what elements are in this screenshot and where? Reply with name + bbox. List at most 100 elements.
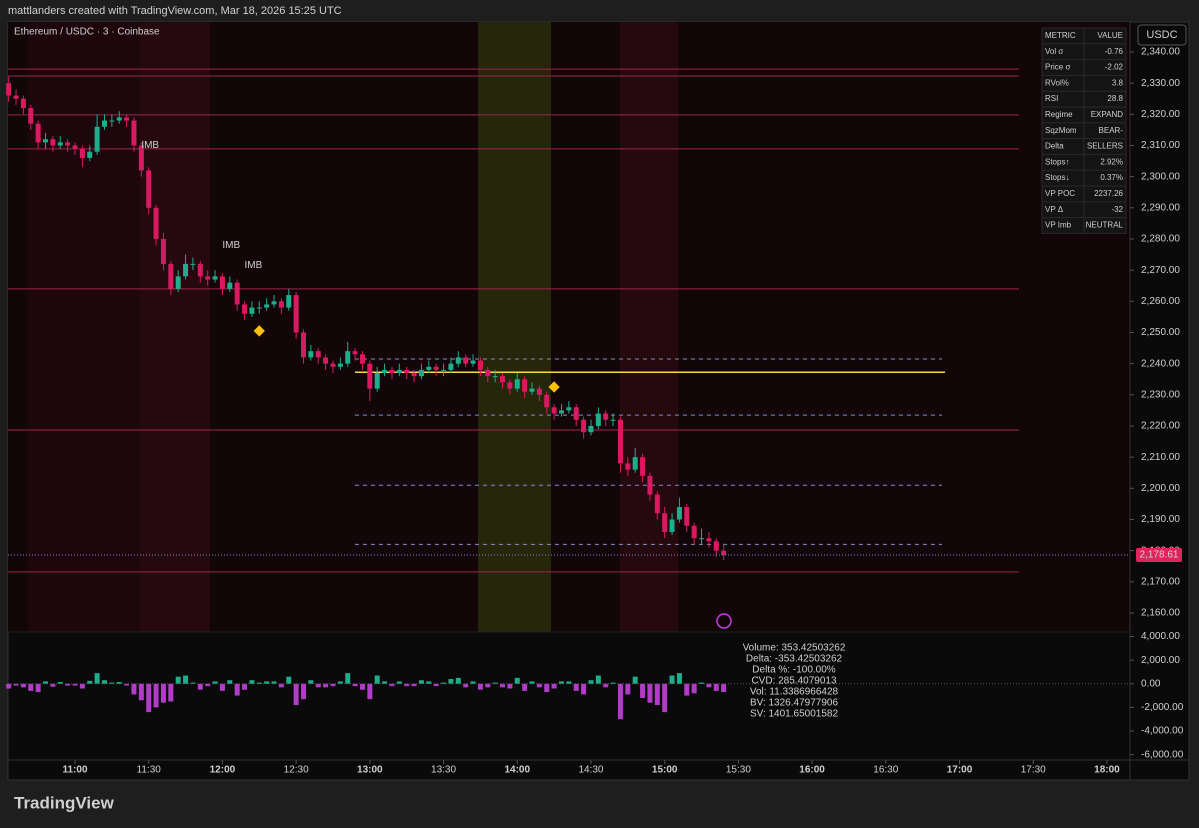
- delta-bar: [595, 675, 601, 684]
- delta-bar: [315, 683, 321, 688]
- delta-bar: [175, 676, 181, 684]
- readout-line: BV: 1326.47977906: [750, 698, 838, 709]
- candle-body: [544, 394, 550, 408]
- candle-body: [13, 95, 19, 99]
- delta-bar: [205, 683, 211, 687]
- candle-body: [485, 369, 491, 377]
- candle-body: [94, 126, 100, 152]
- delta-bar: [6, 683, 12, 689]
- candle-body: [131, 120, 137, 146]
- y-tick-label: 2,300.00: [1141, 171, 1180, 182]
- metrics-value: 3.8: [1112, 78, 1124, 87]
- metrics-value: EXPAND: [1091, 110, 1124, 119]
- alert-icon[interactable]: [716, 613, 732, 629]
- metrics-value: 0.37%: [1100, 173, 1123, 182]
- candle-body: [573, 407, 579, 420]
- candle-body: [359, 354, 365, 364]
- y-tick-label: 2,340.00: [1141, 47, 1180, 58]
- y-tick-label: 2,200.00: [1141, 483, 1180, 494]
- x-tick-label: 16:00: [799, 765, 825, 776]
- delta-bar: [662, 683, 668, 713]
- y-tick-label: 2,280.00: [1141, 234, 1180, 245]
- candle-body: [514, 379, 520, 389]
- candle-body: [65, 142, 71, 146]
- delta-bar: [190, 682, 196, 684]
- y-tick-label: 2,320.00: [1141, 109, 1180, 120]
- y-tick-label: -4,000.00: [1141, 726, 1184, 737]
- x-tick-label: 13:30: [431, 765, 456, 776]
- candle-body: [315, 351, 321, 358]
- candle-body: [617, 419, 623, 464]
- y-tick-label: 2,240.00: [1141, 358, 1180, 369]
- session-shade: [620, 22, 678, 632]
- readout-line: CVD: 285.4079013: [751, 676, 837, 687]
- candle-body: [441, 369, 447, 371]
- metrics-label: VP Δ: [1045, 205, 1064, 214]
- metrics-header: METRIC: [1045, 31, 1076, 40]
- candle-body: [249, 307, 255, 314]
- candle-body: [662, 513, 668, 532]
- session-highlight: [478, 22, 551, 632]
- delta-bar: [227, 680, 233, 684]
- currency-button[interactable]: [1137, 24, 1187, 46]
- delta-bar: [219, 683, 225, 691]
- delta-bar: [529, 681, 535, 684]
- candle-body: [183, 263, 189, 277]
- metrics-value: 2237.26: [1094, 189, 1123, 198]
- x-tick-label: 11:00: [62, 765, 87, 776]
- delta-bar: [308, 680, 314, 684]
- delta-bar: [485, 683, 491, 688]
- x-tick-label: 12:30: [284, 765, 309, 776]
- y-tick-label: 0.00: [1141, 678, 1161, 689]
- delta-bar: [699, 682, 705, 684]
- candle-body: [57, 142, 63, 146]
- candle-body: [205, 276, 211, 280]
- readout-line: SV: 1401.65001582: [750, 709, 838, 720]
- readout-line: Delta: -353.42503262: [746, 654, 843, 665]
- delta-bar: [581, 683, 587, 695]
- delta-bar: [264, 681, 270, 684]
- candle-body: [389, 369, 395, 374]
- candle-body: [330, 363, 336, 367]
- delta-bar: [72, 683, 78, 686]
- x-tick-label: 17:00: [947, 765, 973, 776]
- signal-diamond: [253, 325, 265, 337]
- candle-body: [124, 117, 130, 121]
- metrics-label: Regime: [1045, 110, 1073, 119]
- delta-bar: [603, 683, 609, 688]
- candle-body: [323, 357, 329, 364]
- delta-bar: [566, 681, 572, 684]
- delta-bar: [183, 675, 189, 684]
- candle-body: [522, 379, 528, 392]
- currency-label[interactable]: USDC: [1146, 29, 1177, 41]
- delta-bar: [87, 680, 93, 684]
- metrics-value: 28.8: [1107, 94, 1123, 103]
- candle-body: [699, 538, 705, 540]
- delta-bar: [640, 683, 646, 698]
- delta-bar: [632, 676, 638, 684]
- candle-body: [426, 366, 432, 370]
- candle-body: [669, 519, 675, 532]
- candle-body: [6, 83, 12, 96]
- candle-body: [632, 457, 638, 470]
- delta-bar: [301, 683, 307, 700]
- candle-body: [278, 301, 284, 308]
- candle-body: [101, 120, 107, 127]
- delta-bar: [212, 681, 218, 684]
- delta-bar: [610, 682, 616, 684]
- candle-body: [507, 382, 513, 389]
- delta-bar: [396, 681, 402, 684]
- delta-bar: [426, 681, 432, 684]
- candle-body: [175, 276, 181, 289]
- candle-body: [640, 457, 646, 476]
- delta-bar: [57, 682, 63, 684]
- candle-body: [588, 425, 594, 433]
- brand: TradingView: [14, 793, 115, 812]
- delta-bar: [345, 673, 351, 684]
- metrics-value: 2.92%: [1100, 157, 1123, 166]
- candle-body: [551, 407, 557, 414]
- y-tick-label: 2,170.00: [1141, 576, 1180, 587]
- candle-body: [301, 332, 307, 358]
- candle-body: [256, 307, 262, 309]
- delta-bar: [79, 683, 85, 689]
